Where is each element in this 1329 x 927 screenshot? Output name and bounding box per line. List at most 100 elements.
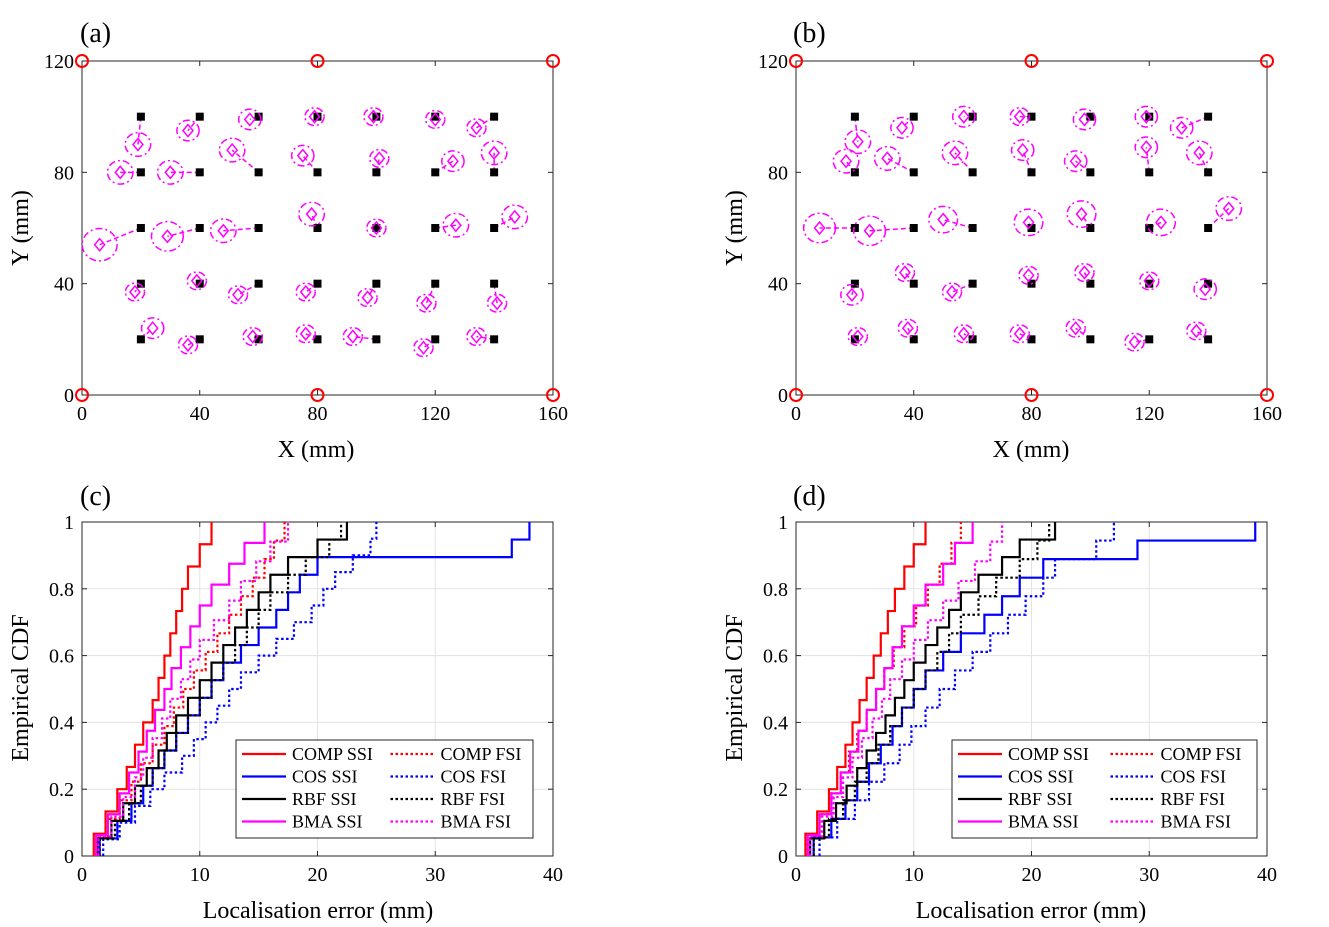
estimate-point-a-28 <box>131 137 144 152</box>
true-point-a-20 <box>490 224 499 232</box>
xlabel-c: Localisation error (mm) <box>203 898 434 924</box>
true-point-b-11 <box>1086 279 1095 288</box>
true-point-a-10 <box>313 279 322 288</box>
legend-label-d-rbf-ssi: RBF SSI <box>1008 789 1073 809</box>
xtick-label-a-4: 160 <box>538 403 568 425</box>
xtick-label-b-2: 80 <box>1022 403 1042 425</box>
xtick-label-c-3: 30 <box>425 864 445 886</box>
xlabel-b: X (mm) <box>993 437 1070 463</box>
error-vector-a-15 <box>167 227 200 238</box>
estimate-point-b-24 <box>1016 142 1029 158</box>
error-vector-a-28 <box>137 116 142 145</box>
ytick-label-b-0: 0 <box>778 385 788 407</box>
true-point-b-7 <box>850 279 859 288</box>
cdf-line-d-comp-ssi <box>804 522 927 856</box>
uncertainty-ellipse-a-8 <box>186 271 208 291</box>
legend-label-d-comp-ssi: COMP SSI <box>1008 744 1089 764</box>
estimate-point-a-8 <box>190 273 203 289</box>
uncertainty-ellipse-a-21 <box>106 159 134 185</box>
uncertainty-ellipse-b-31 <box>1009 107 1031 127</box>
ytick-label-c-2: 0.4 <box>49 712 74 734</box>
legend-label-c-rbf-fsi: RBF FSI <box>441 789 506 809</box>
panel-label-a: (a) <box>80 18 111 49</box>
estimate-point-b-26 <box>1140 140 1153 155</box>
uncertainty-ellipse-a-11 <box>357 288 378 308</box>
cdf-line-d-bma-fsi <box>809 522 1004 856</box>
uncertainty-ellipse-b-21 <box>832 148 860 174</box>
ytick-label-d-4: 0.8 <box>763 579 788 601</box>
true-point-a-3 <box>313 335 322 344</box>
uncertainty-ellipse-b-22 <box>873 145 901 171</box>
estimate-point-a-11 <box>361 290 374 305</box>
estimate-point-a-1 <box>181 337 194 353</box>
uncertainty-ellipse-b-23 <box>941 140 969 166</box>
uncertainty-ellipse-a-5 <box>413 338 434 358</box>
estimate-point-a-9 <box>232 287 244 302</box>
legend-box-d <box>951 739 1258 839</box>
uncertainty-ellipse-a-31 <box>304 107 325 127</box>
true-point-a-23 <box>254 168 263 177</box>
anchor-point-a-3 <box>75 54 89 68</box>
true-point-b-34 <box>1204 112 1213 121</box>
true-point-b-16 <box>968 224 977 232</box>
uncertainty-ellipse-b-25 <box>1063 150 1088 173</box>
true-point-b-9 <box>968 279 977 288</box>
estimate-point-a-20 <box>508 209 521 225</box>
true-point-a-2 <box>254 335 263 344</box>
anchor-point-b-4 <box>1024 54 1039 68</box>
cdf-line-c-bma-ssi <box>95 522 266 856</box>
uncertainty-ellipse-b-16 <box>928 205 959 234</box>
true-point-b-8 <box>909 279 918 288</box>
uncertainty-ellipse-b-17 <box>1013 208 1044 237</box>
xtick-label-b-3: 120 <box>1134 403 1164 425</box>
true-point-b-15 <box>909 224 918 232</box>
estimate-point-a-23 <box>226 142 239 158</box>
estimate-point-b-3 <box>1013 326 1026 341</box>
anchor-point-b-3 <box>789 54 803 68</box>
true-point-a-17 <box>313 224 322 232</box>
xtick-label-d-1: 10 <box>904 864 924 886</box>
true-point-b-21 <box>850 168 859 177</box>
estimate-point-b-10 <box>1022 268 1035 283</box>
uncertainty-ellipse-b-13 <box>1193 278 1218 301</box>
true-point-a-1 <box>195 335 204 344</box>
true-point-b-25 <box>1086 168 1095 177</box>
estimate-point-a-14 <box>93 237 106 252</box>
true-point-a-15 <box>195 224 204 232</box>
estimate-point-a-25 <box>373 151 386 166</box>
ytick-label-c-3: 0.6 <box>49 646 74 668</box>
ytick-label-c-0: 0 <box>64 846 74 868</box>
error-vector-b-22 <box>886 157 915 173</box>
estimate-point-b-2 <box>957 326 970 341</box>
ytick-label-d-1: 0.2 <box>763 779 788 801</box>
error-vector-b-15 <box>869 227 914 232</box>
estimate-point-a-26 <box>446 154 459 169</box>
true-point-a-16 <box>254 224 263 232</box>
estimate-point-b-5 <box>1128 334 1141 350</box>
estimate-point-b-29 <box>895 120 908 135</box>
true-point-a-5 <box>431 335 440 344</box>
true-point-a-7 <box>136 279 145 288</box>
xtick-label-c-4: 40 <box>543 864 563 886</box>
true-point-b-1 <box>909 335 918 344</box>
error-vector-a-16 <box>223 227 259 232</box>
uncertainty-ellipse-a-18 <box>366 218 387 238</box>
true-point-a-0 <box>136 335 145 344</box>
estimate-point-b-11 <box>1078 265 1091 280</box>
error-vector-b-34 <box>1181 115 1209 129</box>
uncertainty-ellipse-a-24 <box>290 144 315 167</box>
true-point-a-31 <box>313 112 322 121</box>
uncertainty-ellipse-b-1 <box>897 318 919 338</box>
xtick-label-d-2: 20 <box>1022 864 1042 886</box>
estimate-point-a-32 <box>367 109 380 124</box>
legend-label-c-cos-ssi: COS SSI <box>292 767 358 787</box>
xtick-label-d-0: 0 <box>791 864 801 886</box>
estimate-point-a-3 <box>299 326 312 341</box>
uncertainty-ellipse-b-30 <box>951 105 976 128</box>
true-point-a-6 <box>490 335 499 344</box>
estimate-point-b-33 <box>1140 109 1153 124</box>
true-point-a-9 <box>254 279 263 288</box>
uncertainty-ellipse-a-26 <box>441 150 465 173</box>
true-point-a-12 <box>431 279 440 288</box>
legend-label-d-bma-ssi: BMA SSI <box>1008 812 1079 832</box>
